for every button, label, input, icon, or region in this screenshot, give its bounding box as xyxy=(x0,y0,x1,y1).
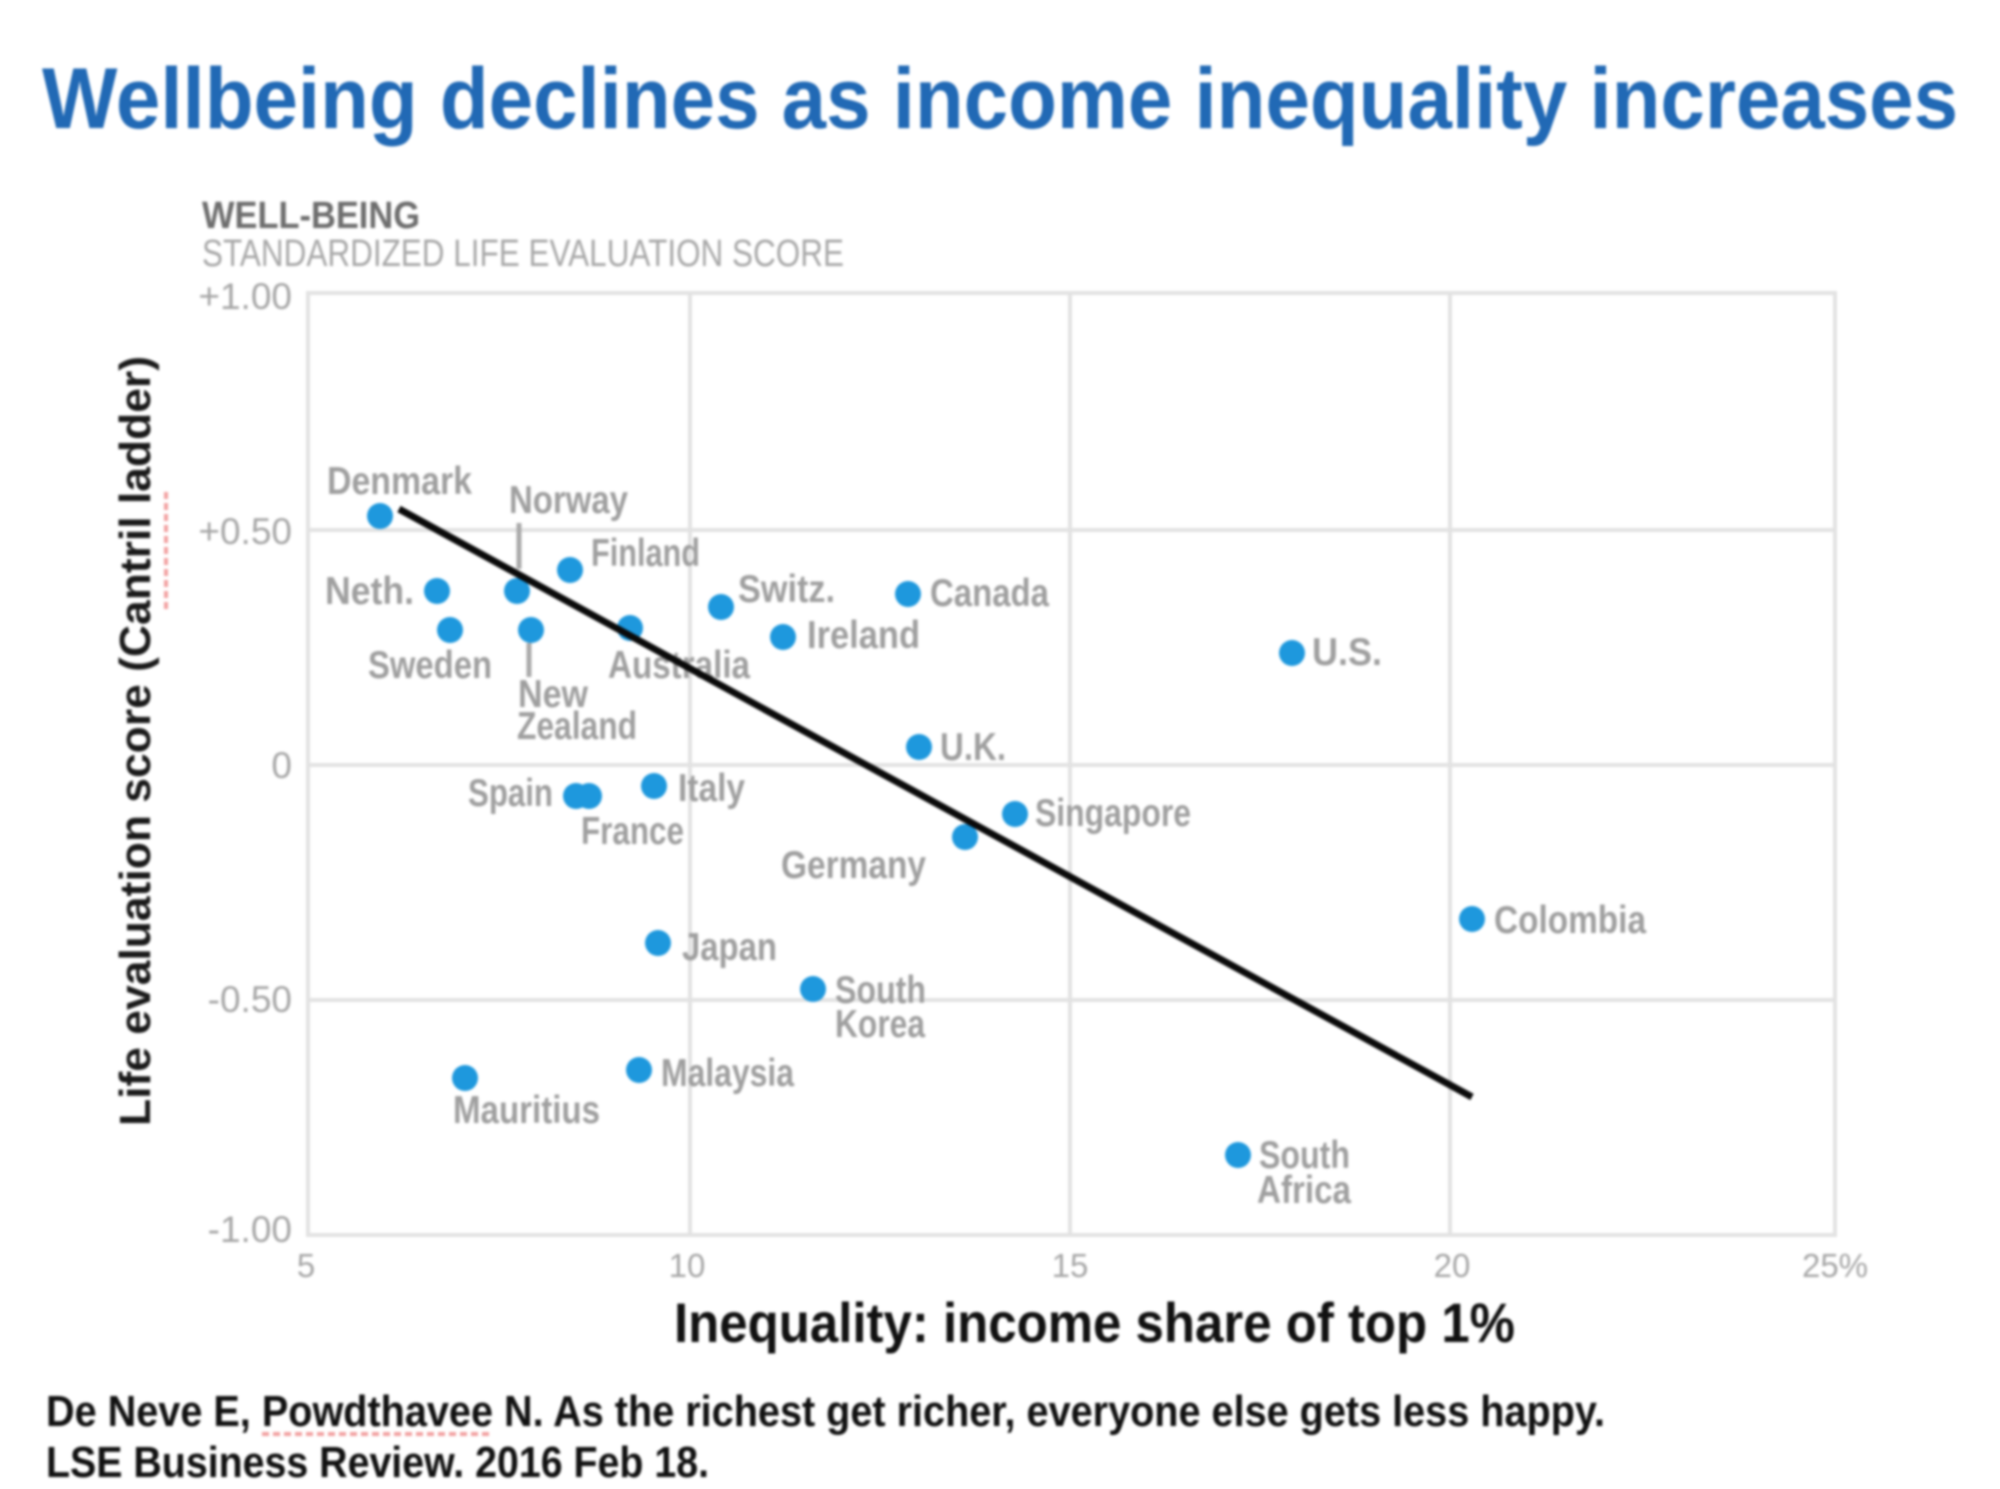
svg-text:Zealand: Zealand xyxy=(517,705,637,748)
svg-text:Wellbeing declines as income i: Wellbeing declines as income inequality … xyxy=(42,51,1958,147)
svg-text:De Neve E, Powdthavee N. As th: De Neve E, Powdthavee N. As the richest … xyxy=(46,1387,1605,1436)
svg-text:Ireland: Ireland xyxy=(807,614,920,657)
svg-text:Sweden: Sweden xyxy=(368,644,492,687)
svg-text:20: 20 xyxy=(1434,1247,1471,1284)
svg-text:Colombia: Colombia xyxy=(1494,899,1646,942)
svg-text:-1.00: -1.00 xyxy=(208,1209,292,1250)
svg-text:0: 0 xyxy=(271,745,292,786)
svg-text:10: 10 xyxy=(669,1247,706,1284)
svg-text:STANDARDIZED LIFE EVALUATION S: STANDARDIZED LIFE EVALUATION SCORE xyxy=(202,233,844,275)
svg-text:Germany: Germany xyxy=(781,844,926,887)
svg-text:Canada: Canada xyxy=(930,572,1049,615)
svg-text:Korea: Korea xyxy=(835,1003,925,1046)
svg-text:Life evaluation score (Cantril: Life evaluation score (Cantril ladder) xyxy=(111,356,160,1126)
svg-text:WELL-BEING: WELL-BEING xyxy=(202,195,420,237)
svg-text:Africa: Africa xyxy=(1257,1169,1351,1212)
svg-text:25%: 25% xyxy=(1802,1247,1868,1284)
svg-text:Norway: Norway xyxy=(509,479,628,522)
svg-text:U.S.: U.S. xyxy=(1312,631,1382,674)
svg-text:Neth.: Neth. xyxy=(325,570,414,613)
svg-text:Italy: Italy xyxy=(678,767,745,810)
svg-text:-0.50: -0.50 xyxy=(208,979,292,1020)
svg-text:Finland: Finland xyxy=(591,532,700,575)
svg-text:U.K.: U.K. xyxy=(940,726,1006,769)
svg-text:Singapore: Singapore xyxy=(1035,792,1191,835)
svg-text:LSE Business Review. 2016 Feb: LSE Business Review. 2016 Feb 18. xyxy=(46,1438,709,1484)
svg-text:5: 5 xyxy=(297,1247,315,1284)
svg-text:France: France xyxy=(581,810,684,853)
svg-text:+0.50: +0.50 xyxy=(198,511,292,552)
svg-text:Denmark: Denmark xyxy=(327,460,472,503)
svg-text:South: South xyxy=(1259,1134,1350,1177)
svg-text:South: South xyxy=(835,969,926,1012)
svg-text:Malaysia: Malaysia xyxy=(661,1052,794,1095)
svg-text:Switz.: Switz. xyxy=(738,568,835,611)
svg-text:New: New xyxy=(518,673,589,716)
svg-text:Japan: Japan xyxy=(682,926,777,969)
svg-text:Inequality: income share of to: Inequality: income share of top 1% xyxy=(674,1291,1515,1354)
svg-text:15: 15 xyxy=(1052,1247,1089,1284)
svg-text:Spain: Spain xyxy=(468,772,553,815)
svg-text:Mauritius: Mauritius xyxy=(453,1089,600,1132)
svg-text:+1.00: +1.00 xyxy=(198,276,292,317)
